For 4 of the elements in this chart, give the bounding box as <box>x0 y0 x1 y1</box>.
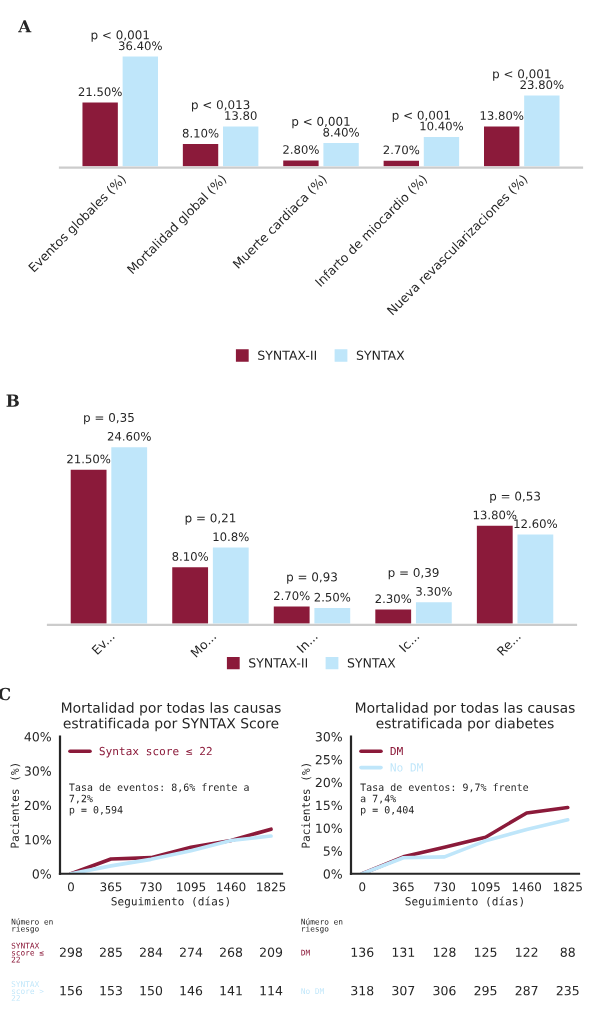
text: B <box>6 394 19 407</box>
text: A <box>18 20 32 33</box>
line-series <box>360 805 570 874</box>
line-series <box>360 818 570 874</box>
